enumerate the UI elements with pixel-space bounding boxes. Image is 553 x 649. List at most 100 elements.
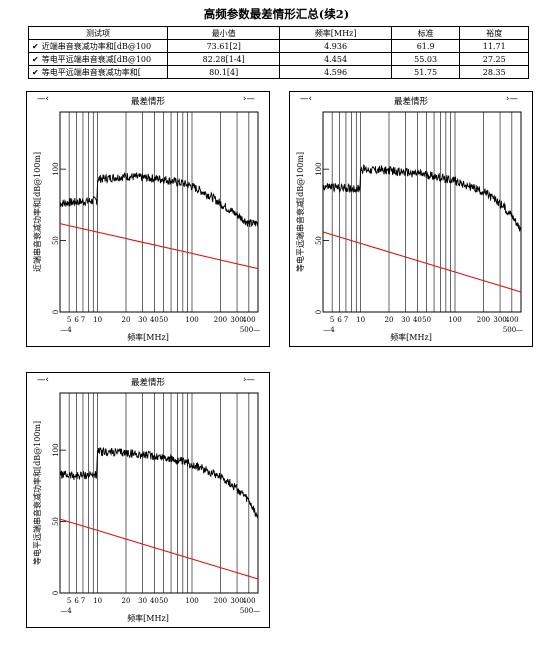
cell-margin: 11.71 [459, 39, 529, 53]
x-tick-label: 10 [356, 316, 365, 324]
cell-min: 82.28[1-4] [166, 52, 281, 66]
x-tick-label: 6 [74, 316, 79, 324]
x-edge-label: —4 [60, 326, 72, 334]
limit-line [59, 223, 259, 270]
y-axis-label: 近端串音衰减功率和[dB@100m] [33, 151, 42, 272]
x-tick-label: 100 [448, 316, 461, 324]
cell-standard: 61.9 [390, 39, 461, 53]
x-tick-label: 30 [138, 316, 147, 324]
x-edge-label: —4 [323, 326, 335, 334]
scroll-left-icon[interactable]: —‹ [300, 94, 312, 104]
cell-test-item: 等电平远端串音衰减功率和[ [41, 67, 141, 77]
limit-line [322, 231, 522, 293]
y-tick-label: 50 [52, 236, 60, 245]
x-tick-label: 200 [477, 316, 490, 324]
chart-panel-next: 0 50 100 5 6 7 10 20 30 40 50 100 200 300 400 —4 500— 最差情… [26, 91, 270, 347]
cell-freq: 4.454 [279, 52, 392, 66]
limit-line [59, 518, 259, 580]
x-axis-label: 频率[MHz] [390, 333, 432, 342]
y-tick-label: 100 [315, 162, 323, 175]
measured-trace [322, 164, 522, 232]
y-tick-label: 100 [52, 443, 60, 456]
x-tick-label: 5 [67, 597, 71, 605]
x-axis-label: 频率[MHz] [127, 333, 169, 342]
x-tick-label: 50 [159, 597, 168, 605]
measured-trace [59, 447, 259, 519]
x-tick-label: 300 [230, 597, 243, 605]
y-tick-label: 0 [52, 310, 60, 314]
x-tick-label: 200 [214, 597, 227, 605]
table-row: ✔ 等电平远端串音衰减功率和[ 80.1[4] 4.596 51.75 28.35 [28, 65, 529, 79]
x-tick-label: 7 [81, 316, 85, 324]
cell-min: 73.61[2] [166, 39, 281, 53]
cell-freq: 4.936 [279, 39, 392, 53]
x-tick-label: 40 [413, 316, 422, 324]
scroll-left-icon[interactable]: —‹ [37, 94, 49, 104]
x-tick-label: 100 [185, 316, 198, 324]
x-edge-label: 500— [240, 607, 260, 615]
y-tick-label: 50 [315, 236, 323, 245]
cell-min: 80.1[4] [166, 65, 281, 79]
scroll-right-icon[interactable]: ›— [506, 94, 518, 104]
x-tick-label: 7 [81, 597, 85, 605]
checkmark-icon: ✔ [32, 67, 39, 77]
chart-title: 最差情形 [130, 378, 165, 388]
scroll-right-icon[interactable]: ›— [243, 94, 255, 104]
cell-standard: 55.03 [390, 52, 461, 66]
cell-margin: 28.35 [459, 65, 529, 79]
x-tick-label: 400 [242, 316, 255, 324]
cell-freq: 4.596 [279, 65, 392, 79]
cell-test-item: 等电平远端串音衰减[dB@100 [41, 54, 152, 64]
table-row: ✔ 近端串音衰减功率和[dB@100 73.61[2] 4.936 61.9 11… [28, 39, 529, 53]
page-title: 高频参数最差情形汇总(续2) [203, 7, 350, 21]
x-axis-label: 频率[MHz] [127, 614, 169, 623]
x-edge-label: —4 [60, 607, 72, 615]
summary-table: 测试项 最小值 频率[MHz] 标准 裕度 ✔ 近端串音衰减功率和[dB@100 … [28, 26, 529, 79]
chart-title: 最差情形 [130, 97, 165, 107]
column-header-margin: 裕度 [459, 26, 529, 40]
column-header-test-item: 测试项 [28, 26, 168, 40]
y-axis-label: 等电平远端串音衰减功率和[dB@100m] [33, 420, 42, 565]
x-tick-label: 6 [74, 597, 79, 605]
x-tick-label: 5 [67, 316, 71, 324]
y-tick-label: 0 [315, 310, 323, 314]
y-tick-label: 50 [52, 517, 60, 526]
x-tick-label: 50 [422, 316, 431, 324]
x-tick-label: 10 [93, 316, 102, 324]
scroll-right-icon[interactable]: ›— [243, 375, 255, 385]
checkmark-icon: ✔ [32, 41, 39, 51]
x-tick-label: 300 [230, 316, 243, 324]
x-edge-label: 500— [240, 326, 260, 334]
x-tick-label: 10 [93, 597, 102, 605]
y-tick-label: 0 [52, 591, 60, 595]
table-header-row: 测试项 最小值 频率[MHz] 标准 裕度 [28, 26, 529, 40]
y-tick-label: 100 [52, 162, 60, 175]
column-header-freq: 频率[MHz] [279, 26, 392, 40]
x-tick-label: 20 [385, 316, 394, 324]
x-tick-label: 200 [214, 316, 227, 324]
y-axis-label: 等电平远端串音衰减[dB@100m] [296, 151, 305, 272]
plot-frame [59, 392, 259, 594]
x-tick-label: 300 [493, 316, 506, 324]
cell-test-item: 近端串音衰减功率和[dB@100 [41, 41, 152, 51]
scroll-left-icon[interactable]: —‹ [37, 375, 49, 385]
chart-panel-pselfext: 0 50 100 5 6 7 10 20 30 40 50 100 200 300 400 —4 500— 最差情… [26, 372, 270, 628]
chart-panel-elfext: 0 50 100 5 6 7 10 20 30 40 50 100 200 300 400 —4 500— 最差情… [289, 91, 533, 347]
x-tick-label: 100 [185, 597, 198, 605]
x-tick-label: 20 [122, 597, 131, 605]
x-tick-label: 40 [150, 316, 159, 324]
x-tick-label: 7 [344, 316, 348, 324]
x-tick-label: 6 [337, 316, 342, 324]
measured-trace [59, 171, 259, 228]
x-tick-label: 30 [138, 597, 147, 605]
checkmark-icon: ✔ [32, 54, 39, 64]
x-tick-label: 20 [122, 316, 131, 324]
x-tick-label: 40 [150, 597, 159, 605]
column-header-standard: 标准 [390, 26, 461, 40]
x-tick-label: 400 [242, 597, 255, 605]
chart-title: 最差情形 [393, 97, 428, 107]
table-row: ✔ 等电平远端串音衰减[dB@100 82.28[1-4] 4.454 55.03… [28, 52, 529, 66]
